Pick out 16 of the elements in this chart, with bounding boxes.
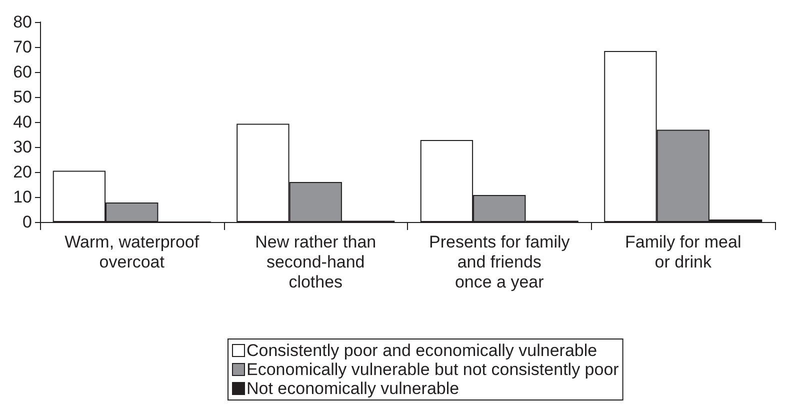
x-tick-label: Presents for family and friends once a year: [428, 232, 570, 292]
y-tick-label: 40: [13, 112, 32, 132]
y-tick-label: 10: [13, 188, 32, 206]
x-tick-label: Family for meal or drink: [625, 232, 742, 272]
legend-label: Consistently poor and economically vulnerable: [246, 341, 598, 360]
y-tick-label: 50: [13, 88, 32, 106]
y-tick-label: 30: [13, 138, 32, 156]
legend-label: Not economically vulnerable: [246, 379, 460, 398]
x-tick-label: New rather than second-hand clothes: [255, 232, 376, 292]
y-tick-label: 70: [13, 38, 32, 56]
x-tick-label: Warm, waterproof overcoat: [64, 232, 200, 272]
y-tick-label: 20: [13, 162, 32, 182]
y-tick-label: 0: [22, 212, 32, 232]
legend-label: Economically vulnerable but not consistently poor: [246, 360, 620, 379]
y-tick-label: 80: [13, 12, 32, 32]
y-tick-label: 60: [13, 62, 32, 82]
